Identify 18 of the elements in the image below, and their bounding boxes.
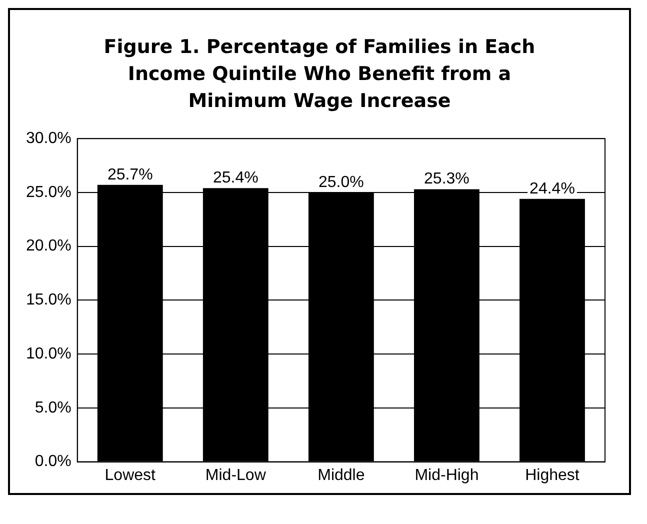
y-tick-label: 10.0%	[26, 345, 72, 362]
data-label: 25.7%	[107, 166, 153, 184]
y-tick-label: 25.0%	[26, 184, 72, 201]
y-tick-label: 0.0%	[34, 453, 72, 470]
y-tick-label: 15.0%	[26, 292, 72, 309]
x-tick-label: Mid-High	[414, 466, 479, 484]
data-label: 25.3%	[424, 170, 470, 188]
data-label: 25.4%	[212, 170, 258, 187]
data-label: 25.0%	[318, 174, 364, 191]
x-tick-label: Middle	[318, 466, 365, 484]
y-tick-label: 30.0%	[26, 130, 72, 148]
x-tick-label: Lowest	[104, 466, 156, 484]
y-tick-label: 5.0%	[34, 399, 72, 416]
x-tick-label: Highest	[525, 466, 580, 484]
data-label: 24.4%	[530, 180, 575, 198]
y-tick-label: 20.0%	[26, 238, 72, 255]
chart-title: Figure 1. Percentage of Families in Each Income Quintile Who Benefit from a Minimum Wage Increase	[102, 35, 536, 114]
x-tick-label: Mid-Low	[205, 466, 266, 484]
